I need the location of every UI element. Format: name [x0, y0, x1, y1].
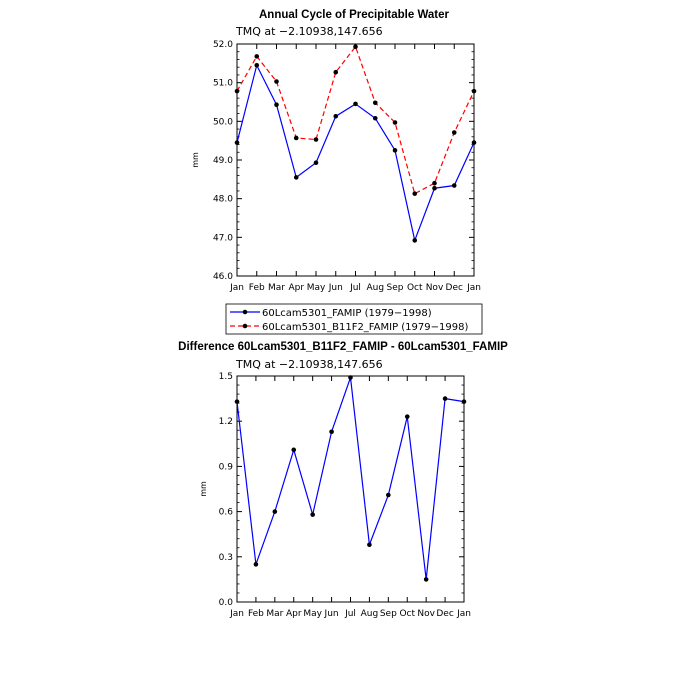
chart2-ylabel: mm	[199, 481, 208, 497]
chart1-series-2-point	[412, 191, 418, 196]
chart1-xtick-label: Aug	[366, 283, 384, 293]
chart1-title: Annual Cycle of Precipitable Water	[259, 9, 450, 21]
chart1-xtick-label: Jan	[229, 283, 244, 293]
chart1-plot-frame	[236, 43, 475, 277]
chart2-xtick-label: Jun	[324, 609, 339, 619]
chart2-ytick-label: 0.3	[219, 553, 233, 563]
chart2-title: Difference 60Lcam5301_B11F2_FAMIP - 60Lc…	[178, 341, 508, 353]
chart2-xtick-label: Aug	[361, 609, 379, 619]
chart1-xtick-label: Apr	[288, 283, 304, 293]
chart1-ytick-label: 50.0	[213, 117, 233, 127]
chart2-series-1-point	[367, 542, 372, 548]
chart1-series-1-point	[333, 114, 339, 119]
chart2-ytick-label: 1.5	[219, 372, 233, 382]
chart1-series-1-point	[313, 160, 319, 166]
chart1-series-2-point	[432, 180, 437, 186]
chart1-series-2-point	[254, 54, 260, 59]
chart1-series-1-point	[471, 140, 477, 145]
chart2-series-1-point	[310, 512, 315, 517]
chart1-series-1-point	[372, 115, 378, 121]
chart1-series-2-point	[234, 88, 240, 94]
chart1-series-2-point	[353, 44, 358, 50]
chart2-ytick-label: 0.9	[219, 462, 234, 472]
chart1-series-2-line	[236, 45, 475, 195]
chart1-series-1-point	[293, 175, 299, 180]
chart2-xtick-label: Nov	[417, 609, 435, 619]
legend-label-series-1: 60Lcam5301_FAMIP (1979−1998)	[262, 308, 432, 319]
chart1-series-1-point	[234, 140, 240, 145]
chart1-xtick-label: May	[307, 283, 326, 293]
chart2-series-1-point	[423, 577, 429, 582]
legend-box	[225, 303, 483, 335]
chart1-series-1-point	[274, 102, 279, 108]
chart1-ylabel: mm	[191, 152, 200, 168]
chart1-series-2-point	[451, 130, 457, 135]
chart1-xtick-label: Sep	[387, 283, 404, 293]
chart2-xtick-label: Mar	[266, 609, 283, 619]
chart1-subtitle: TMQ at −2.10938,147.656	[235, 25, 383, 38]
chart2-ytick-label: 0.6	[219, 508, 234, 518]
chart1-ytick-label: 49.0	[213, 156, 233, 166]
chart2-xtick-label: Apr	[286, 609, 302, 619]
legend-marker-series-2	[242, 323, 248, 329]
chart1-series-1-point	[451, 183, 457, 188]
chart2-series-1-point	[348, 375, 353, 380]
chart2-series-1-point	[386, 492, 391, 498]
chart2-xtick-label: Feb	[248, 609, 264, 619]
chart2-xtick-label: May	[303, 609, 322, 619]
chart1-ytick-label: 51.0	[213, 79, 233, 89]
chart1-ytick-label: 47.0	[213, 233, 233, 243]
chart2-ytick-label: 1.2	[219, 417, 233, 427]
chart2-series-1-point	[253, 562, 259, 567]
chart1-series-1-point	[254, 62, 260, 68]
chart2-series-1-point	[404, 414, 410, 419]
chart2-series-1-line	[236, 377, 465, 580]
chart2-xtick-label: Sep	[380, 609, 397, 619]
chart1-series-1-point	[432, 185, 437, 191]
legend-label-series-2: 60Lcam5301_B11F2_FAMIP (1979−1998)	[262, 322, 468, 333]
chart1-xtick-label: Dec	[446, 283, 463, 293]
legend-marker-series-1	[242, 309, 248, 315]
chart2-series-1-point	[329, 429, 334, 435]
chart2-series-1-point	[442, 396, 448, 401]
chart1-series-1-point	[353, 101, 358, 107]
chart1-xtick-label: Oct	[407, 283, 423, 293]
chart1-series-2-point	[293, 135, 299, 141]
chart2-series-1-point	[461, 399, 467, 404]
chart1-series-2-point	[274, 79, 279, 84]
chart1-series-1-line	[236, 63, 475, 243]
chart1-xtick-label: Nov	[426, 283, 444, 293]
chart1-ytick-label: 52.0	[213, 40, 233, 50]
chart2-ytick-label: 0.0	[219, 598, 234, 608]
chart1-ytick-label: 48.0	[213, 195, 233, 205]
chart2-series-1-point	[234, 399, 240, 404]
chart1-series-2-point	[333, 69, 339, 75]
chart1-ytick-label: 46.0	[213, 272, 233, 282]
chart2-subtitle: TMQ at −2.10938,147.656	[235, 358, 383, 371]
chart1-series-1-point	[412, 238, 418, 243]
chart1-xtick-label: Jun	[328, 283, 343, 293]
chart2-series-1-point	[272, 509, 278, 514]
chart2-xtick-label: Oct	[399, 609, 415, 619]
chart1-xtick-label: Jan	[466, 283, 481, 293]
chart2-xtick-label: Jan	[456, 609, 471, 619]
chart2-xtick-label: Dec	[436, 609, 453, 619]
chart1-series-2-point	[372, 100, 378, 106]
chart2-xtick-label: Jul	[344, 609, 356, 619]
chart1-legend: 60Lcam5301_FAMIP (1979−1998) 60Lcam5301_…	[225, 303, 483, 335]
chart2-series-1-point	[291, 447, 297, 453]
chart1-xtick-label: Mar	[268, 283, 285, 293]
chart2-xtick-label: Jan	[229, 609, 244, 619]
chart1-series-1-point	[392, 148, 398, 153]
chart1-series-2-point	[392, 120, 398, 125]
chart1-series-2-point	[471, 88, 477, 94]
chart1-xtick-label: Jul	[349, 283, 361, 293]
chart1-series-2-point	[313, 137, 319, 142]
chart2-plot-frame	[236, 375, 465, 603]
chart1-xtick-label: Feb	[249, 283, 265, 293]
